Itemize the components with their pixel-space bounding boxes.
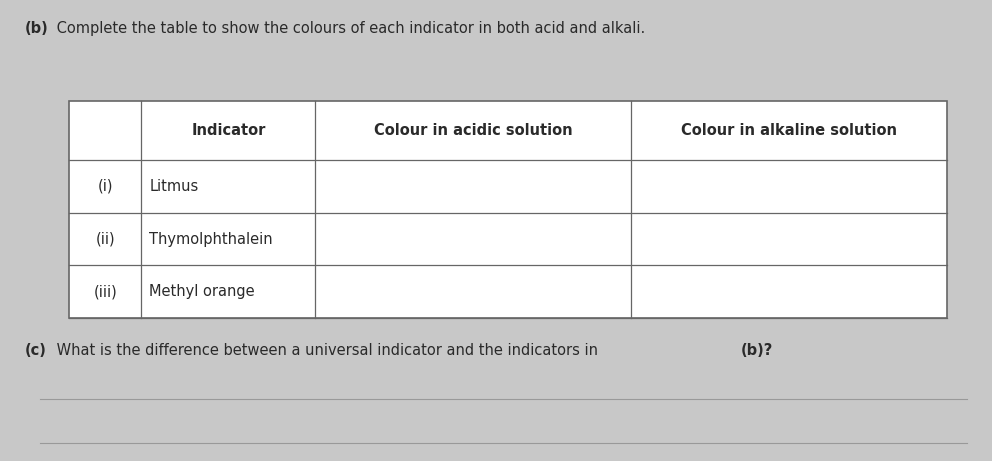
Text: What is the difference between a universal indicator and the indicators in: What is the difference between a univers… [52, 343, 602, 359]
Text: Thymolphthalein: Thymolphthalein [150, 231, 273, 247]
Text: Colour in alkaline solution: Colour in alkaline solution [682, 123, 898, 138]
Text: (b): (b) [25, 21, 49, 36]
Text: (c): (c) [25, 343, 47, 359]
Text: Complete the table to show the colours of each indicator in both acid and alkali: Complete the table to show the colours o… [52, 21, 645, 36]
Text: (b)?: (b)? [741, 343, 774, 359]
Text: Litmus: Litmus [150, 179, 198, 194]
Text: Colour in acidic solution: Colour in acidic solution [374, 123, 572, 138]
Text: (i): (i) [97, 179, 113, 194]
Text: (ii): (ii) [95, 231, 115, 247]
Text: (iii): (iii) [93, 284, 117, 299]
Text: Indicator: Indicator [191, 123, 266, 138]
Text: Methyl orange: Methyl orange [150, 284, 255, 299]
